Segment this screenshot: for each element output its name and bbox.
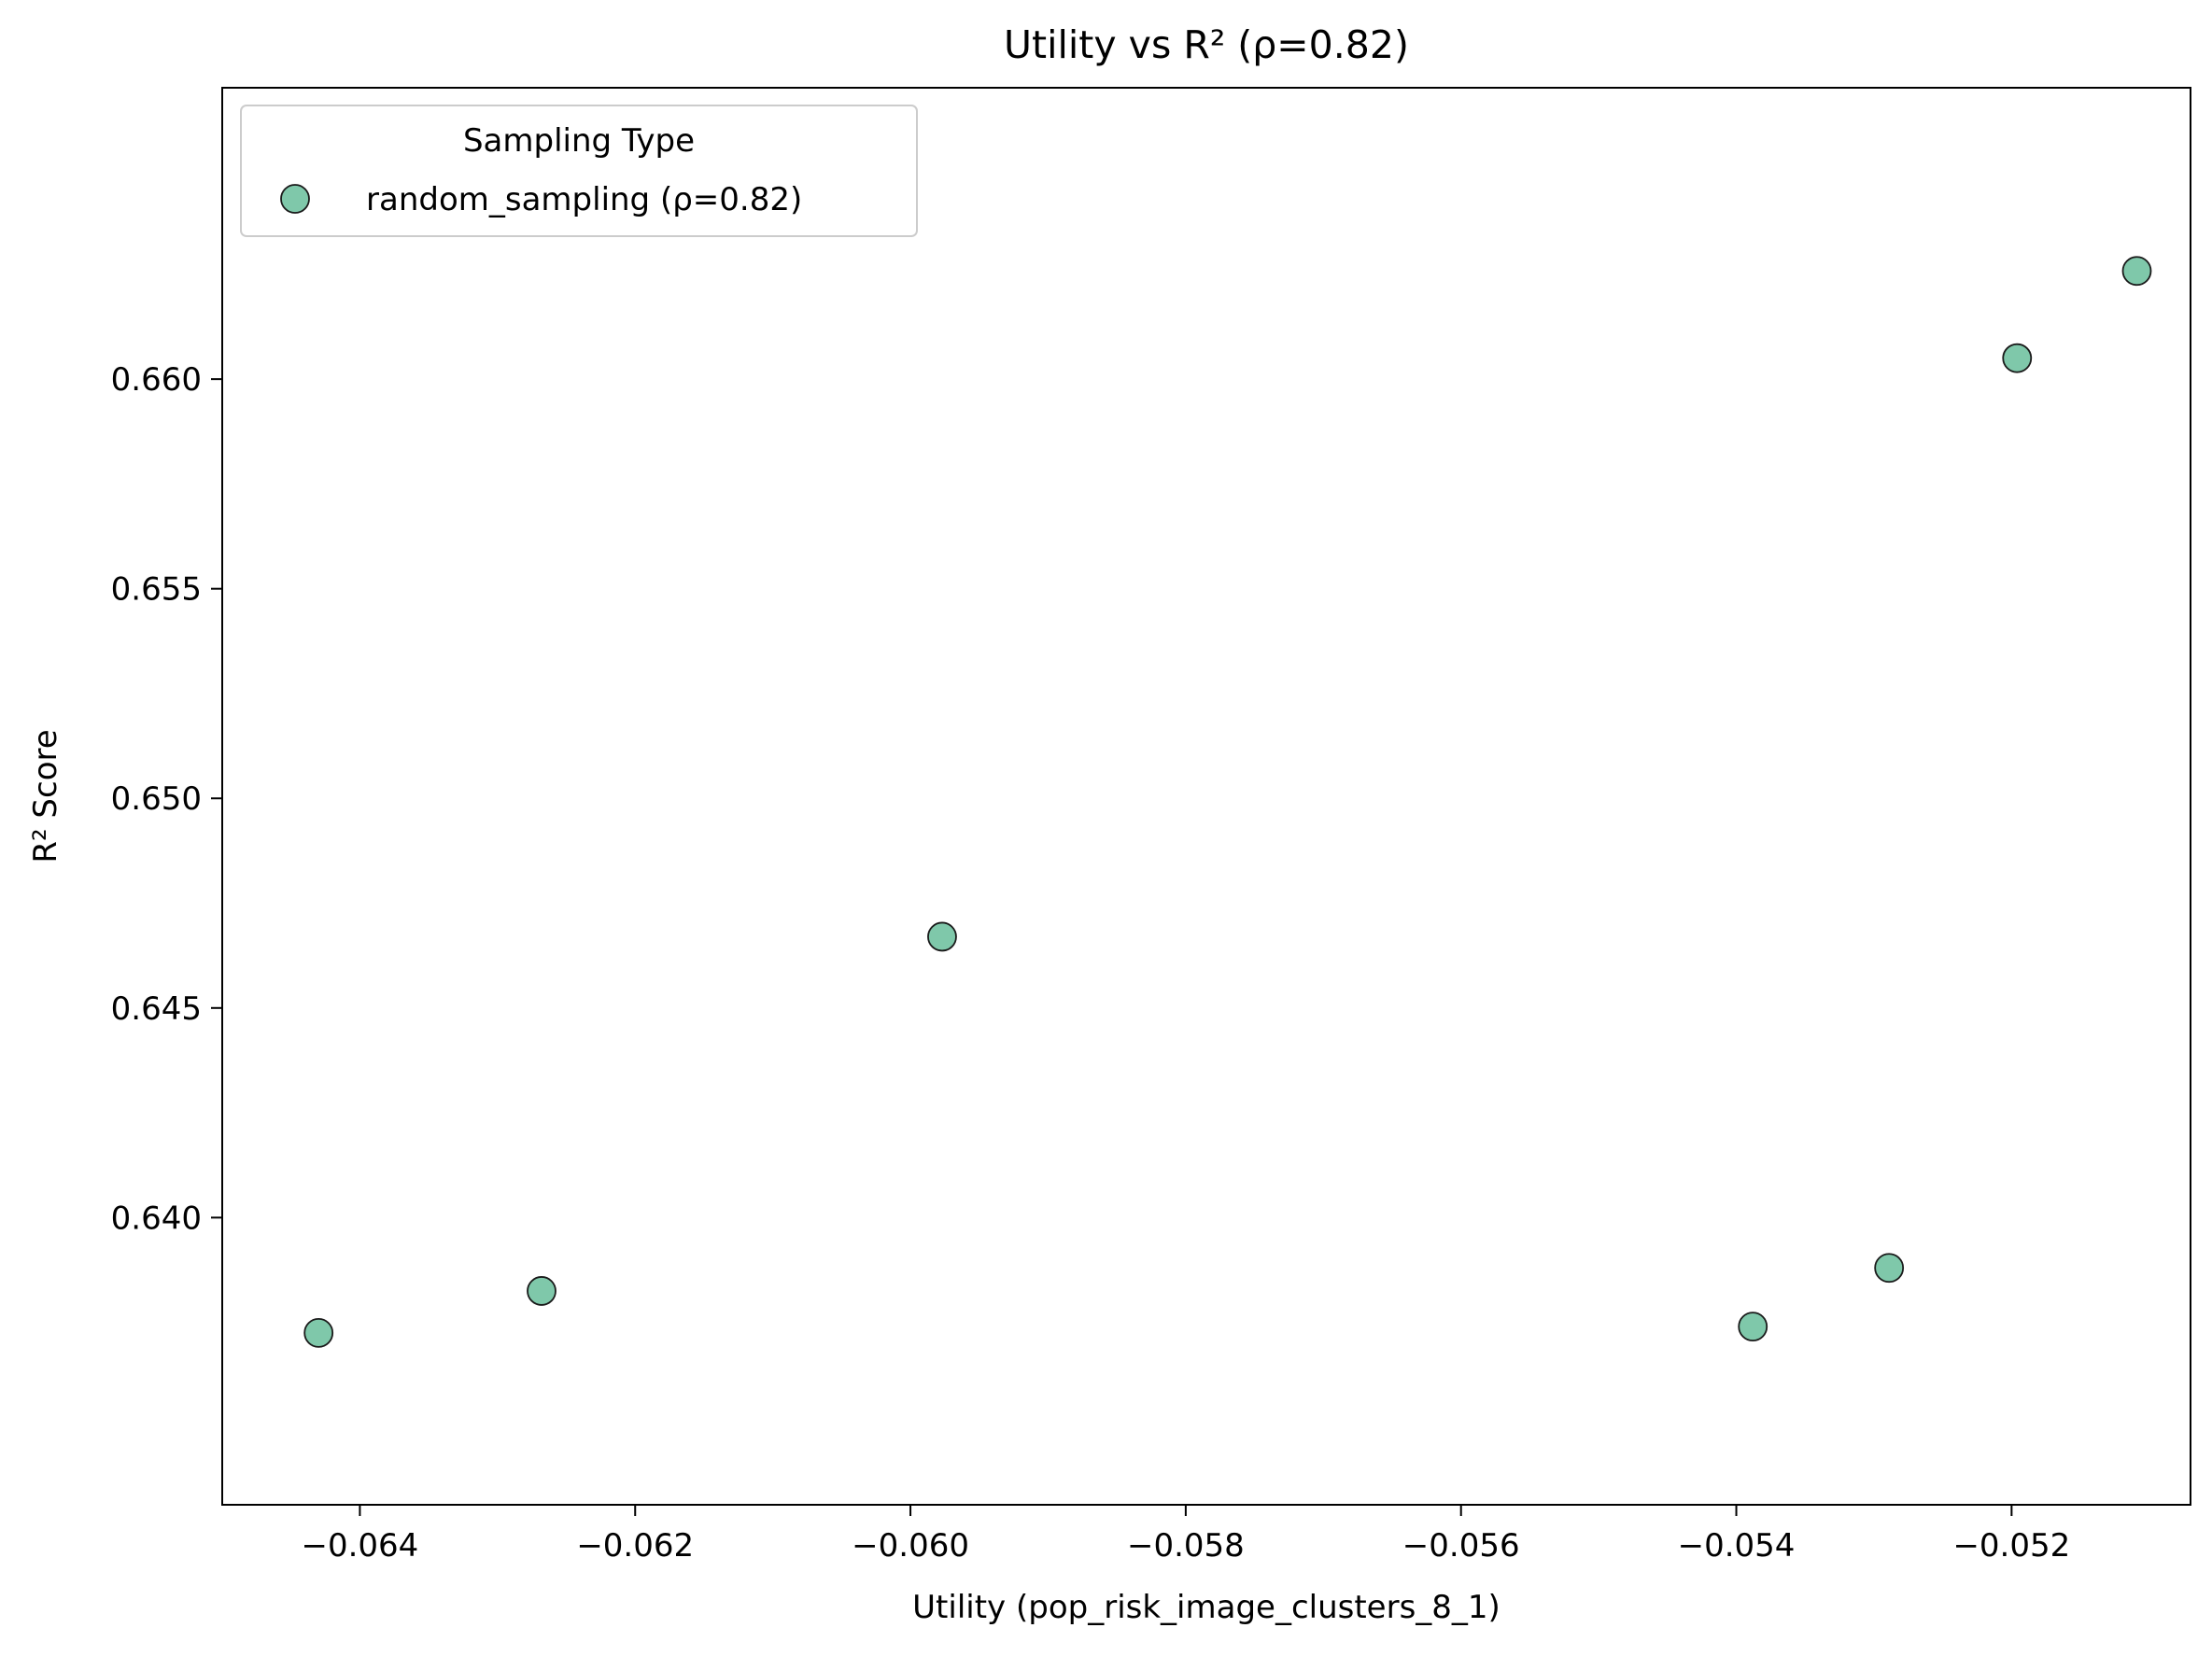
y-tick-label: 0.640 bbox=[111, 1200, 202, 1237]
data-points bbox=[303, 256, 2152, 1348]
legend-marker bbox=[280, 184, 310, 214]
x-tick-label: −0.056 bbox=[1402, 1527, 1520, 1565]
x-tick-label: −0.064 bbox=[301, 1527, 418, 1565]
scatter-point bbox=[2121, 256, 2152, 287]
y-tick-label: 0.650 bbox=[111, 780, 202, 818]
scatter-point bbox=[303, 1317, 334, 1348]
plot-area bbox=[221, 87, 2191, 1506]
x-axis-label: Utility (pop_risk_image_clusters_8_1) bbox=[912, 1589, 1500, 1626]
scatter-point bbox=[527, 1276, 557, 1306]
scatter-point bbox=[1874, 1253, 1905, 1284]
legend-title: Sampling Type bbox=[463, 122, 695, 160]
x-tick-label: −0.052 bbox=[1952, 1527, 2070, 1565]
scatter-point bbox=[927, 921, 957, 952]
y-tick-label: 0.645 bbox=[111, 990, 202, 1028]
scatter-point bbox=[2002, 343, 2033, 373]
legend-entry-label: random_sampling (ρ=0.82) bbox=[366, 181, 802, 218]
scatter-point bbox=[1738, 1312, 1768, 1342]
x-tick-label: −0.060 bbox=[852, 1527, 969, 1565]
y-axis: 0.640 0.645 0.650 0.655 0.660 bbox=[111, 361, 222, 1237]
y-tick-label: 0.655 bbox=[111, 571, 202, 609]
y-axis-label: R² Score bbox=[27, 729, 64, 863]
x-tick-label: −0.058 bbox=[1127, 1527, 1245, 1565]
y-tick-label: 0.660 bbox=[111, 361, 202, 399]
legend-box bbox=[240, 105, 918, 237]
x-tick-label: −0.062 bbox=[576, 1527, 694, 1565]
legend: Sampling Type random_sampling (ρ=0.82) bbox=[240, 105, 918, 237]
chart-title: Utility vs R² (ρ=0.82) bbox=[1004, 22, 1409, 67]
x-tick-label: −0.054 bbox=[1678, 1527, 1796, 1565]
x-axis: −0.064 −0.062 −0.060 −0.058 −0.056 −0.054 −0.0… bbox=[301, 1505, 2070, 1565]
